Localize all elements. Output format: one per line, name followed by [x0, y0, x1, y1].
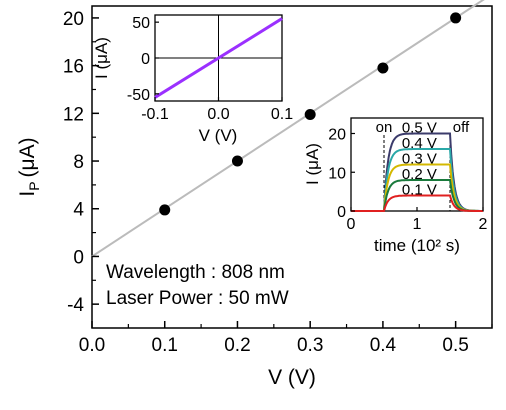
main-x-tick-label: 0.1 [152, 335, 178, 356]
inset-time-series-label: 0.4 V [402, 135, 437, 152]
inset-iv-y-tick-label: -50 [127, 87, 150, 104]
main-x-axis-label: V (V) [268, 366, 316, 389]
main-data-point [231, 155, 243, 167]
annotation-wavelength: Wavelength : 808 nm [106, 262, 285, 283]
main-y-axis-label: IP (μA) [16, 137, 42, 196]
inset-time-chart: 0.5 V0.4 V0.3 V0.2 V0.1 V 0 1 2 0 10 20 on o… [303, 117, 488, 255]
main-y-axis-label-unit: (μA) [16, 137, 39, 177]
main-y-tick-label: 4 [73, 200, 84, 221]
main-y-tick-label: 0 [73, 247, 84, 268]
annotation-laser-power: Laser Power : 50 mW [106, 288, 289, 309]
main-y-tick-label: 20 [63, 9, 84, 30]
inset-time-y-tick-label: 10 [328, 165, 346, 182]
inset-iv-y-tick-label: 50 [132, 15, 150, 32]
inset-iv-x-tick-label: -0.1 [141, 106, 169, 123]
inset-iv-y-ticks: -50 0 50 [127, 15, 159, 104]
main-y-ticks: -4 0 4 8 12 16 20 [63, 9, 99, 316]
main-x-tick-label: 0.0 [79, 335, 105, 356]
inset-time-series-label: 0.5 V [402, 120, 437, 137]
main-x-tick-label: 0.4 [370, 335, 397, 356]
inset-time-x-tick-label: 0 [347, 216, 356, 233]
inset-time-y-tick-label: 0 [337, 204, 346, 221]
annotation-on: on [376, 119, 393, 136]
main-x-tick-label: 0.5 [442, 335, 468, 356]
main-x-tick-label: 0.2 [224, 335, 250, 356]
inset-iv-x-ticks: -0.1 0.0 0.1 [141, 97, 293, 123]
inset-time-series-label: 0.2 V [402, 166, 437, 183]
inset-time-series-labels: 0.5 V0.4 V0.3 V0.2 V0.1 V [402, 120, 437, 199]
main-y-axis-label-main: I [16, 191, 39, 197]
inset-iv-y-axis-label: I (μA) [92, 37, 111, 79]
main-data-point [377, 62, 389, 74]
main-plot-frame [91, 5, 493, 329]
main-y-axis-label-sub: P [26, 181, 42, 190]
inset-time-x-ticks: 0 1 2 [347, 207, 488, 233]
inset-time-series-group [351, 132, 483, 212]
inset-time-x-axis-label: time (10² s) [374, 236, 460, 255]
main-points-group [159, 12, 462, 216]
inset-iv-x-tick-label: 0.1 [271, 106, 293, 123]
main-y-tick-label: 16 [63, 57, 84, 78]
inset-time-y-axis-label: I (μA) [303, 143, 322, 185]
inset-iv-line-group [154, 17, 283, 99]
main-x-tick-label: 0.3 [297, 335, 323, 356]
inset-iv-y-tick-label: 0 [141, 51, 150, 68]
inset-time-series-line [351, 194, 483, 212]
inset-iv-series-line [154, 17, 283, 99]
inset-iv-chart: -0.1 0.0 0.1 -50 0 50 V (V) I (μA) [92, 14, 293, 145]
annotation-off: off [453, 119, 470, 136]
inset-time-series-label: 0.1 V [402, 182, 437, 199]
inset-iv-x-axis-label: V (V) [199, 126, 238, 145]
inset-time-x-tick-label: 2 [479, 216, 488, 233]
main-y-tick-label: -4 [67, 295, 84, 316]
inset-time-y-tick-label: 20 [328, 127, 346, 144]
inset-iv-x-tick-label: 0.0 [207, 106, 229, 123]
inset-time-y-ticks: 0 10 20 [328, 127, 355, 221]
main-fit-line [91, 0, 485, 258]
main-fit-line-group [91, 0, 485, 258]
main-y-tick-label: 12 [63, 104, 84, 125]
main-x-ticks: 0.0 0.1 0.2 0.3 0.4 0.5 [79, 321, 493, 356]
inset-time-series-label: 0.3 V [402, 151, 437, 168]
inset-time-x-tick-label: 1 [413, 216, 422, 233]
main-data-point [159, 204, 171, 216]
main-y-tick-label: 8 [73, 152, 84, 173]
main-data-point [450, 12, 462, 24]
main-data-point [304, 109, 316, 121]
